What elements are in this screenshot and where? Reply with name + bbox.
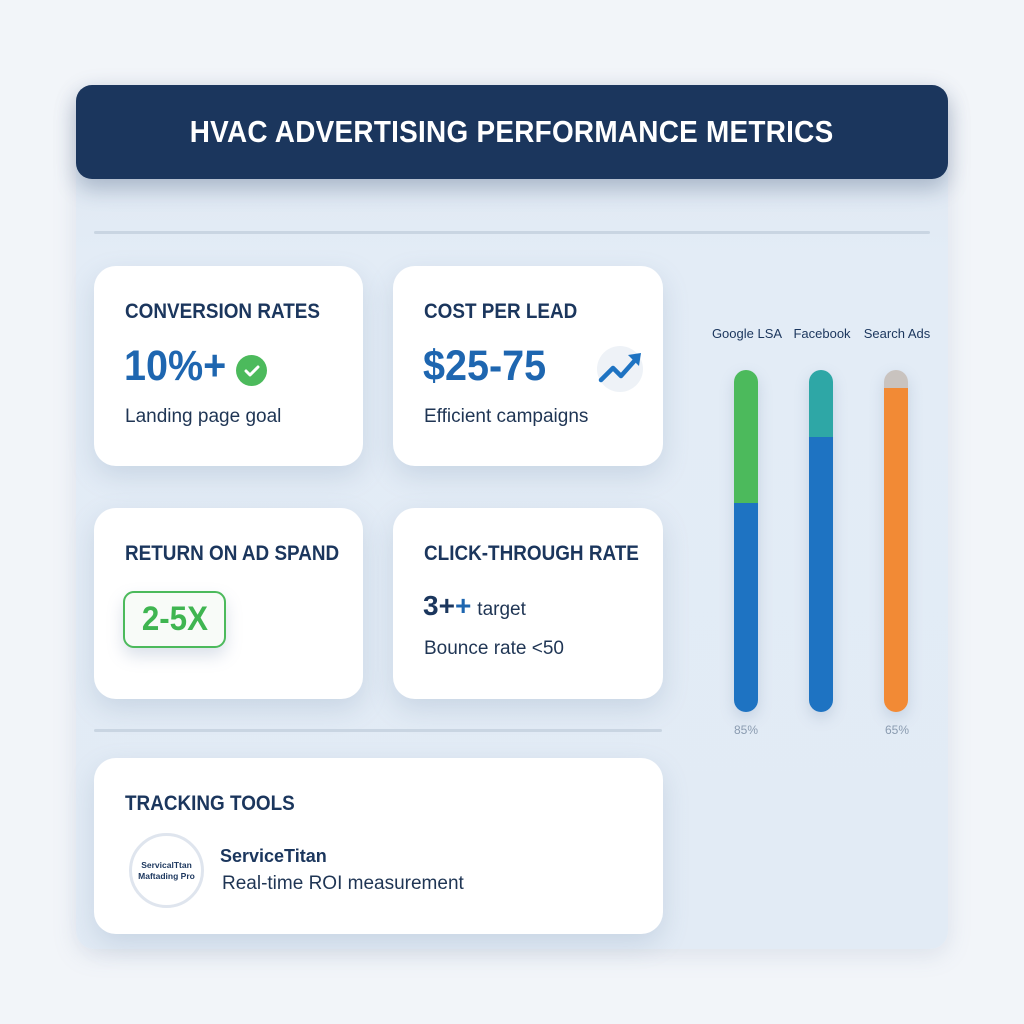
- servicetitan-logo: ServicalTtan Maftading Pro: [129, 833, 204, 908]
- card-conversion-rates: CONVERSION RATES 10%+ Landing page goal: [94, 266, 363, 466]
- bar-segment-top: [734, 370, 758, 503]
- roas-badge: 2-5X: [123, 591, 226, 648]
- divider-top: [94, 231, 930, 234]
- card-tracking-tools: TRACKING TOOLS ServicalTtan Maftading Pr…: [94, 758, 663, 934]
- check-circle-icon: [236, 355, 267, 386]
- header-bar: HVAC ADVERTISING PERFORMANCE METRICS: [76, 85, 948, 179]
- tool-name: ServiceTitan: [220, 846, 327, 866]
- bar-search-ads: [884, 370, 908, 712]
- card-title: CLICK-THROUGH RATE: [424, 542, 639, 565]
- bar-label-facebook: Facebook: [793, 326, 851, 341]
- conversion-value: 10%+: [124, 342, 227, 390]
- card-title: COST PER LEAD: [424, 300, 578, 323]
- divider-bottom: [94, 729, 662, 732]
- bar-value-google-lsa: 85%: [733, 723, 759, 737]
- card-subtitle: Bounce rate <50: [424, 638, 564, 659]
- card-cost-per-lead: COST PER LEAD $25-75 Efficient campaigns: [393, 266, 663, 466]
- card-click-through-rate: CLICK-THROUGH RATE 3++ target Bounce rate…: [393, 508, 663, 699]
- trending-up-icon: [597, 346, 643, 392]
- logo-line-2: Maftading Pro: [138, 870, 195, 881]
- ctr-value-plus: +: [454, 590, 472, 621]
- ctr-value-main: 3+: [423, 590, 455, 621]
- logo-line-1: ServicalTtan: [141, 859, 192, 870]
- ctr-value: 3++ target: [423, 590, 526, 622]
- bar-google-lsa: [734, 370, 758, 712]
- ctr-value-suffix: target: [477, 599, 526, 620]
- card-title: CONVERSION RATES: [125, 300, 320, 323]
- bar-facebook: [809, 370, 833, 712]
- tool-description: Real-time ROI measurement: [222, 873, 464, 894]
- bar-segment-base: [734, 503, 758, 712]
- bar-segment-cap: [884, 370, 908, 388]
- cost-per-lead-value: $25-75: [423, 342, 547, 390]
- card-title: RETURN ON AD SPAND: [125, 542, 340, 565]
- bar-label-google-lsa: Google LSA: [711, 326, 783, 341]
- bar-segment-base: [809, 437, 833, 712]
- card-title: TRACKING TOOLS: [125, 792, 295, 815]
- bar-segment-top: [809, 370, 833, 437]
- bar-segment-base: [884, 388, 908, 712]
- card-subtitle: Efficient campaigns: [424, 406, 589, 427]
- card-return-on-ad-spend: RETURN ON AD SPAND 2-5X: [94, 508, 363, 699]
- bar-label-search-ads: Search Ads: [863, 326, 931, 341]
- roas-value: 2-5X: [141, 600, 208, 638]
- card-subtitle: Landing page goal: [125, 406, 282, 427]
- page-title: HVAC ADVERTISING PERFORMANCE METRICS: [190, 114, 834, 149]
- bar-value-search-ads: 65%: [884, 723, 910, 737]
